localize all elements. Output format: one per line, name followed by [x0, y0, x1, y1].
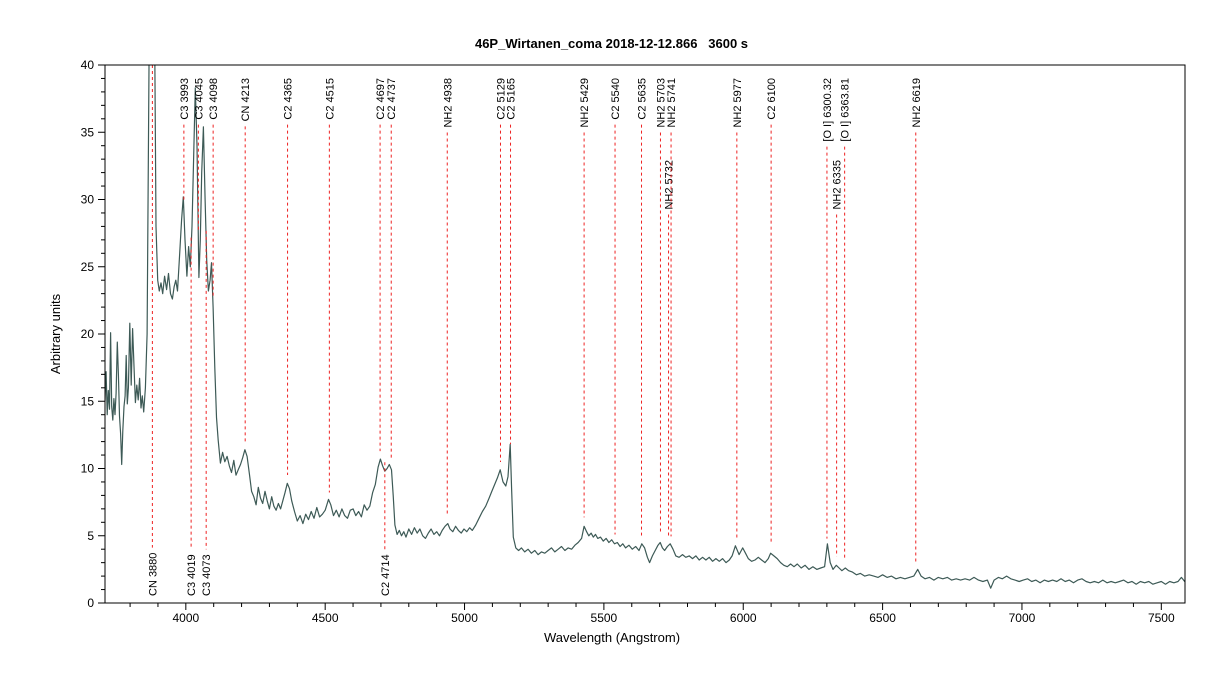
emission-label-nh2-5703: NH2 5703 [655, 78, 667, 128]
y-tick-label: 25 [81, 260, 95, 274]
axis-tick-labels: 4000 4500 5000 5500 6000 6500 7000 7500 0 5 10 15 20… [81, 58, 1175, 625]
emission-label-nh2-5977: NH2 5977 [732, 78, 744, 128]
emission-label-c2-6100: C2 6100 [766, 78, 778, 120]
y-tick-label: 10 [81, 462, 95, 476]
emission-label-cn-4213: CN 4213 [240, 78, 252, 121]
emission-label-nh2-5741: NH2 5741 [666, 78, 678, 128]
spectrum-curve [105, 65, 1185, 589]
y-tick-label: 0 [87, 596, 94, 610]
y-tick-label: 35 [81, 125, 95, 139]
y-tick-label: 15 [81, 394, 95, 408]
spectrum-curve-group [105, 65, 1185, 589]
emission-label-c2-5129: C2 5129 [495, 78, 507, 120]
x-tick-label: 5000 [451, 611, 478, 625]
emission-label-c2-4365: C2 4365 [283, 78, 295, 120]
emission-label-o-i-6300.32: [O I] 6300.32 [822, 78, 834, 142]
emission-label-c2-4515: C2 4515 [324, 78, 336, 120]
emission-label-c2-5165: C2 5165 [506, 78, 518, 120]
x-tick-label: 7500 [1148, 611, 1175, 625]
y-tick-label: 40 [81, 58, 95, 72]
x-tick-label: 4500 [312, 611, 339, 625]
x-tick-label: 5500 [591, 611, 618, 625]
chart-title: 46P_Wirtanen_coma 2018-12-12.866 3600 s [474, 36, 749, 51]
emission-label-c3-4045: C3 4045 [193, 78, 205, 120]
emission-label-c3-3993: C3 3993 [179, 78, 191, 120]
y-axis-title: Arbitrary units [48, 293, 63, 374]
x-tick-label: 6500 [869, 611, 896, 625]
emission-label-c2-4697: C2 4697 [375, 78, 387, 120]
plot-area-border [104, 64, 1186, 604]
x-tick-label: 6000 [730, 611, 757, 625]
emission-label-c2-5635: C2 5635 [637, 78, 649, 120]
emission-label-c2-4714: C2 4714 [380, 554, 392, 596]
emission-label-c3-4073: C3 4073 [201, 554, 213, 596]
emission-label-cn-3880: CN 3880 [147, 553, 159, 596]
emission-label-o-i-6363.81: [O I] 6363.81 [840, 78, 852, 142]
y-tick-label: 20 [81, 327, 95, 341]
emission-label-nh2-6335: NH2 6335 [832, 160, 844, 210]
axis-ticks [98, 64, 1162, 610]
emission-lines-group: CN 3880 C3 3993 C3 4019 C3 4045 C3 4073 C3 40… [147, 65, 923, 596]
emission-label-c3-4019: C3 4019 [186, 554, 198, 596]
emission-label-nh2-6619: NH2 6619 [911, 78, 923, 128]
y-tick-label: 5 [87, 529, 94, 543]
x-tick-label: 4000 [172, 611, 199, 625]
emission-label-nh2-5732: NH2 5732 [664, 160, 676, 210]
emission-label-nh2-4938: NH2 4938 [442, 78, 454, 128]
emission-label-c2-5540: C2 5540 [610, 78, 622, 120]
emission-label-nh2-5429: NH2 5429 [579, 78, 591, 128]
emission-label-c3-4098: C3 4098 [208, 78, 220, 120]
emission-label-c2-4737: C2 4737 [386, 78, 398, 120]
x-axis-title: Wavelength (Angstrom) [544, 630, 680, 645]
y-tick-label: 30 [81, 193, 95, 207]
x-tick-label: 7000 [1009, 611, 1036, 625]
